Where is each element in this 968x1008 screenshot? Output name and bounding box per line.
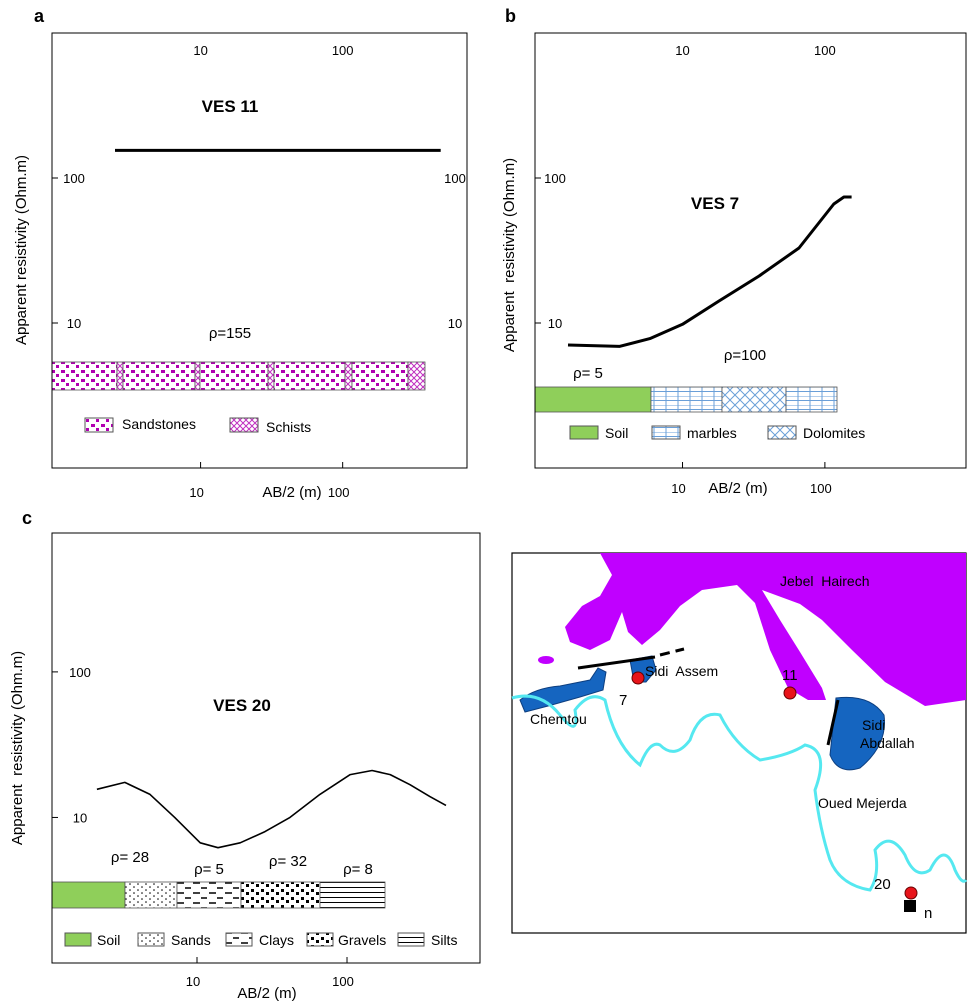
- place-label: Jebel Hairech: [780, 573, 870, 589]
- annotation: ρ=155: [209, 325, 251, 342]
- curve: [567, 195, 852, 348]
- curve: [96, 769, 447, 849]
- map: [511, 552, 968, 934]
- strata: [51, 361, 426, 391]
- plot-frame: [51, 532, 481, 964]
- x-tick-label: 10: [675, 43, 689, 58]
- legend-swatch: [306, 932, 334, 947]
- legend-swatch: [64, 932, 92, 947]
- x-tick-label: 10: [186, 974, 200, 989]
- legend-label: Sandstones: [122, 416, 196, 432]
- site: [631, 671, 645, 685]
- legend-swatch: [397, 932, 425, 947]
- y-tick-label: 100: [69, 665, 91, 680]
- legend-label: Silts: [431, 932, 457, 948]
- x-tick-label: 10: [189, 485, 203, 500]
- north-label: n: [924, 905, 932, 922]
- panel-letter: b: [505, 6, 516, 26]
- y-tick-label: 10: [448, 316, 462, 331]
- site: [904, 886, 918, 900]
- annotation: ρ= 5: [573, 365, 603, 382]
- y-tick-label: 100: [63, 171, 85, 186]
- legend-label: Sands: [171, 932, 211, 948]
- legend-swatch: [651, 425, 681, 440]
- x-axis-label: AB/2 (m): [237, 985, 296, 1002]
- panel-letter: a: [34, 6, 45, 26]
- site-label: 11: [782, 667, 798, 684]
- x-tick-label: 10: [671, 481, 685, 496]
- x-tick-label: 100: [332, 43, 354, 58]
- y-tick-label: 100: [444, 171, 466, 186]
- chart-title: VES 20: [213, 696, 271, 715]
- x-tick-label: 10: [193, 43, 207, 58]
- legend-label: Soil: [605, 425, 628, 441]
- annotation: ρ= 28: [111, 849, 149, 866]
- y-tick-label: 10: [67, 316, 81, 331]
- place-label: Sidi: [862, 717, 885, 733]
- legend-label: Gravels: [338, 932, 386, 948]
- plot-frame: [534, 32, 967, 469]
- legend-label: Soil: [97, 932, 120, 948]
- legend-label: Schists: [266, 419, 311, 435]
- strata: [51, 881, 386, 909]
- place-label: Chemtou: [530, 711, 587, 727]
- x-axis-label: AB/2 (m): [708, 480, 767, 497]
- annotation: ρ= 5: [194, 861, 224, 878]
- legend-swatch: [569, 425, 599, 440]
- legend-label: Clays: [259, 932, 294, 948]
- site-label: 7: [619, 692, 627, 709]
- annotation: ρ= 32: [269, 853, 307, 870]
- x-tick-label: 100: [328, 485, 350, 500]
- y-axis-label: Apparent resistivity (Ohm.m): [13, 155, 30, 345]
- legend-swatch: [225, 932, 253, 947]
- legend-swatch: [84, 417, 114, 433]
- marker: [904, 900, 916, 912]
- y-tick-label: 10: [548, 316, 562, 331]
- chart-title: VES 7: [691, 194, 739, 213]
- x-axis-label: AB/2 (m): [262, 484, 321, 501]
- place-label: Oued Mejerda: [818, 795, 907, 811]
- y-tick-label: 100: [544, 171, 566, 186]
- legend-swatch: [229, 417, 259, 433]
- site: [783, 686, 797, 700]
- legend-swatch: [767, 425, 797, 440]
- y-axis-label: Apparent resistivity (Ohm.m): [9, 651, 26, 845]
- legend-label: marbles: [687, 425, 737, 441]
- chart-title: VES 11: [202, 97, 259, 116]
- legend-swatch: [137, 932, 165, 947]
- place-label: Sidi Assem: [645, 663, 718, 679]
- plot-frame: [51, 32, 468, 469]
- site-label: 20: [874, 876, 891, 893]
- place-label: Abdallah: [860, 735, 915, 751]
- y-axis-label: Apparent resistivity (Ohm.m): [501, 158, 518, 352]
- annotation: ρ=100: [724, 347, 766, 364]
- annotation: ρ= 8: [343, 861, 373, 878]
- x-tick-label: 100: [332, 974, 354, 989]
- panel-letter: c: [22, 508, 32, 528]
- legend-label: Dolomites: [803, 425, 865, 441]
- x-tick-label: 100: [810, 481, 832, 496]
- strata: [534, 386, 838, 413]
- x-tick-label: 100: [814, 43, 836, 58]
- y-tick-label: 10: [73, 810, 87, 825]
